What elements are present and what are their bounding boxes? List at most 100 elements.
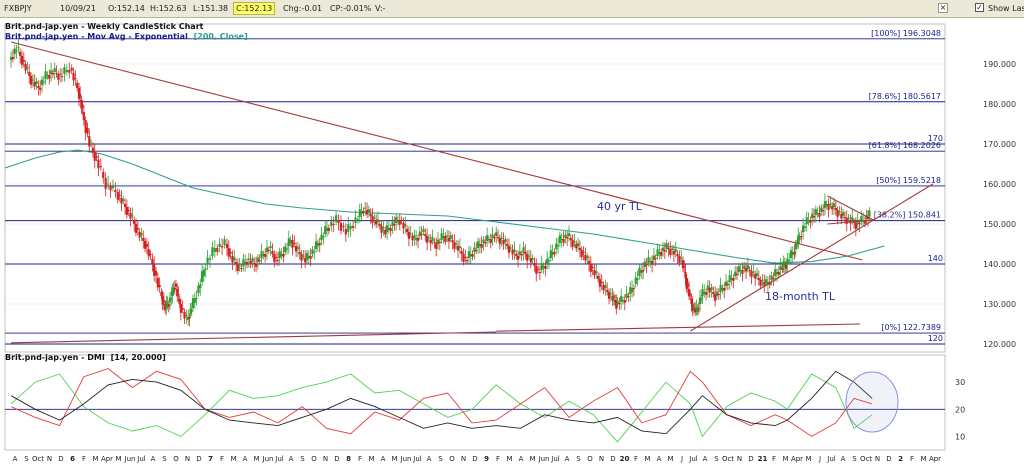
candle-body <box>735 274 739 275</box>
show-last-checkbox[interactable]: ✓ <box>975 3 984 12</box>
candle-body <box>831 206 834 210</box>
candle-body <box>389 228 392 231</box>
candle-body <box>40 79 44 85</box>
candle-body <box>464 257 467 258</box>
time-axis-label: O <box>311 455 317 463</box>
candle-body <box>632 288 635 289</box>
candle-body <box>53 68 56 72</box>
candle-body <box>847 217 850 219</box>
candle-body <box>264 254 267 257</box>
candle-body <box>766 282 770 284</box>
candle-body <box>809 220 812 223</box>
candle-body <box>244 262 247 264</box>
time-axis-label: S <box>576 455 581 463</box>
candle-body <box>708 288 711 293</box>
candle-body <box>611 296 614 301</box>
time-axis-label: O <box>173 455 179 463</box>
candle-body <box>424 234 427 236</box>
candle-body <box>779 265 782 270</box>
candle-body <box>777 272 780 275</box>
symbol-label[interactable]: FXBPJY <box>4 4 32 13</box>
candle-body <box>748 270 751 271</box>
candle-body <box>242 259 245 266</box>
candle-body <box>502 240 505 245</box>
candle-body <box>179 304 182 313</box>
time-axis-label: A <box>243 455 248 463</box>
candle-body <box>836 210 839 217</box>
candle-body <box>460 251 463 254</box>
candle-body <box>623 300 626 303</box>
candle-body <box>298 252 301 254</box>
candle-body <box>578 248 582 250</box>
candle-body <box>685 278 688 289</box>
candle-body <box>240 268 243 269</box>
candle-body <box>172 288 175 292</box>
time-axis-label: S <box>852 455 857 463</box>
time-axis-label: F <box>634 455 638 463</box>
candle-body <box>373 217 376 219</box>
candle-body <box>798 236 801 240</box>
candle-body <box>446 235 449 237</box>
candle-body <box>278 251 281 258</box>
candle-body <box>170 298 173 300</box>
candle-body <box>734 271 737 276</box>
candle-body <box>433 242 436 243</box>
time-axis-label: F <box>772 455 776 463</box>
candle-body <box>513 249 516 252</box>
time-axis-label: 8 <box>346 455 351 463</box>
candle-body <box>728 275 731 282</box>
candle-body <box>387 228 390 230</box>
candle-body <box>63 67 66 74</box>
candle-body <box>522 247 525 253</box>
candle-body <box>138 232 141 238</box>
time-axis-label: M <box>920 455 926 463</box>
candle-body <box>854 223 857 229</box>
close-value: C:152.13 <box>233 2 276 15</box>
candle-body <box>645 264 648 266</box>
candle-body <box>544 266 547 269</box>
candle-body <box>395 217 398 223</box>
candle-body <box>636 278 639 280</box>
chart-canvas[interactable]: 120.000 130.000 140.000 150.000 160.000 170.0… <box>0 18 1024 466</box>
time-axis-label: A <box>841 455 846 463</box>
candle-body <box>560 239 563 240</box>
candle-body <box>313 251 316 253</box>
candle-body <box>567 233 571 236</box>
candle-body <box>271 251 274 254</box>
candle-body <box>114 190 117 192</box>
candle-body <box>803 226 807 228</box>
time-axis-label: Oct <box>860 455 872 463</box>
candle-body <box>49 70 53 74</box>
time-axis-label: N <box>875 455 880 463</box>
candle-body <box>698 297 702 304</box>
candle-body <box>70 68 73 71</box>
candle-body <box>564 234 567 238</box>
time-axis-label: 7 <box>208 455 213 463</box>
candle-body <box>223 239 226 245</box>
candle-body <box>191 298 195 308</box>
candle-body <box>216 248 219 252</box>
price-panel: 120.000 130.000 140.000 150.000 160.000 170.0… <box>4 23 1016 353</box>
trendline <box>496 323 861 332</box>
candle-body <box>618 303 621 305</box>
candle-body <box>845 218 848 224</box>
close-panel-icon[interactable]: × <box>938 3 948 13</box>
candle-body <box>116 192 119 200</box>
candle-body <box>311 249 314 254</box>
candle-body <box>131 215 134 217</box>
candle-body <box>832 203 836 207</box>
price-tick-label: 120.000 <box>983 340 1016 349</box>
quote-toolbar: FXBPJY 10/09/21 O:152.14 H:152.63 L:151.… <box>0 0 1024 18</box>
dmi-title: Brit.pnd-jap.yen - DMI <box>5 353 105 362</box>
candle-body <box>305 253 309 260</box>
candle-body <box>641 270 645 272</box>
candle-body <box>455 243 458 245</box>
candle-body <box>860 216 863 222</box>
candle-body <box>661 247 665 251</box>
candle-body <box>509 247 512 249</box>
candle-body <box>404 224 407 226</box>
time-axis-label: Oct <box>722 455 734 463</box>
candle-body <box>260 251 263 258</box>
candle-body <box>177 294 180 295</box>
price-tick-label: 170.000 <box>983 140 1016 149</box>
